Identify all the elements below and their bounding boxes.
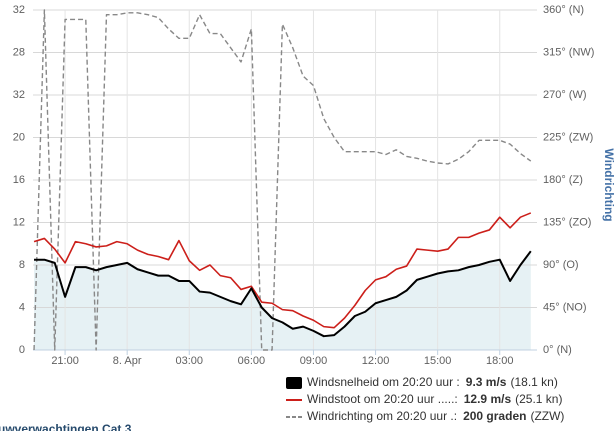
legend-swatch bbox=[286, 377, 302, 389]
legend-value: 9.3 m/s bbox=[466, 375, 507, 389]
y2-tick-label: 270° (W) bbox=[543, 89, 587, 101]
legend-item: Windsnelheid om 20:20 uur : 9.3 m/s (18.1 … bbox=[286, 375, 558, 389]
x-tick-label: 03:00 bbox=[176, 355, 204, 367]
y-tick-label: 8 bbox=[19, 259, 25, 271]
legend-item: Windstoot om 20:20 uur .....: 12.9 m/s (25… bbox=[286, 392, 562, 406]
y2-tick-label: 45° (NO) bbox=[543, 301, 587, 313]
y-tick-label: 32 bbox=[13, 4, 25, 16]
y2-tick-label: 360° (N) bbox=[543, 4, 584, 16]
y-tick-label: 4 bbox=[19, 301, 25, 313]
legend-label: Windstoot om 20:20 uur .....: bbox=[307, 392, 458, 406]
x-tick-label: 12:00 bbox=[362, 355, 390, 367]
y2-tick-label: 225° (ZW) bbox=[543, 131, 593, 143]
y-tick-label: 0 bbox=[19, 344, 25, 356]
legend-text: Windstoot om 20:20 uur .....: 12.9 m/s (25… bbox=[307, 392, 562, 406]
series-line bbox=[33, 212, 532, 329]
y2-tick-label: 315° (NW) bbox=[543, 46, 594, 58]
y2-tick-label: 135° (ZO) bbox=[543, 216, 591, 228]
y-tick-label: 28 bbox=[13, 46, 25, 58]
x-tick-label: 8. Apr bbox=[113, 355, 142, 367]
legend-extra: (25.1 kn) bbox=[515, 392, 562, 406]
x-tick-label: 18:00 bbox=[486, 355, 514, 367]
y-tick-label: 12 bbox=[13, 216, 25, 228]
y-tick-label: 16 bbox=[13, 174, 25, 186]
series-line bbox=[34, 250, 532, 338]
footer-text: uwverwachtingen Cat 3 bbox=[0, 422, 132, 431]
legend-label: Windsnelheid om 20:20 uur : bbox=[307, 375, 460, 389]
y2-tick-label: 90° (O) bbox=[543, 259, 579, 271]
x-tick-label: 21:00 bbox=[51, 355, 79, 367]
y2-tick-label: 0° (N) bbox=[543, 344, 572, 356]
legend-text: Windrichting om 20:20 uur .: 200 graden (Z… bbox=[307, 409, 564, 423]
legend-label: Windrichting om 20:20 uur .: bbox=[307, 409, 457, 423]
y-tick-label: 20 bbox=[13, 131, 25, 143]
legend-text: Windsnelheid om 20:20 uur : 9.3 m/s (18.1 … bbox=[307, 375, 558, 389]
y-tick-label: 32 bbox=[13, 89, 25, 101]
legend-extra: (ZZW) bbox=[530, 409, 564, 423]
legend-value: 12.9 m/s bbox=[464, 392, 512, 406]
series-line bbox=[33, 9, 532, 351]
x-tick-label: 15:00 bbox=[424, 355, 452, 367]
legend-value: 200 graden bbox=[463, 409, 526, 423]
legend-extra: (18.1 kn) bbox=[510, 375, 557, 389]
legend-item: Windrichting om 20:20 uur .: 200 graden (Z… bbox=[286, 409, 564, 423]
x-tick-label: 09:00 bbox=[300, 355, 328, 367]
x-tick-label: 06:00 bbox=[238, 355, 266, 367]
y2-axis-title: Windrichting bbox=[602, 148, 616, 221]
y2-tick-label: 180° (Z) bbox=[543, 174, 583, 186]
